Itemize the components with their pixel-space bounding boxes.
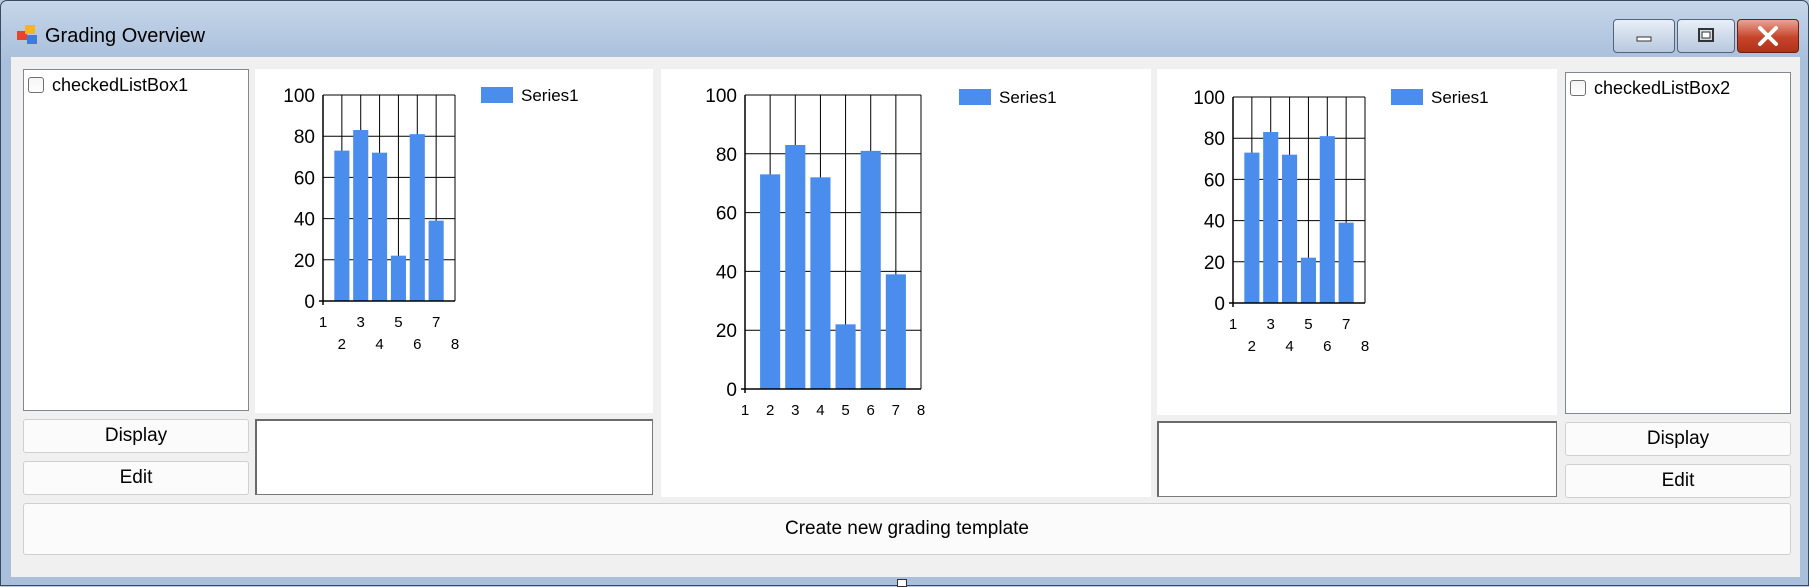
y-tick-label: 20 xyxy=(716,321,737,342)
x-tick-label: 5 xyxy=(841,402,849,419)
x-tick-label: 2 xyxy=(1248,338,1256,355)
display-button-left[interactable]: Display xyxy=(23,419,249,453)
y-tick-label: 20 xyxy=(294,251,315,272)
y-tick-label: 100 xyxy=(1193,88,1225,109)
checkbox[interactable] xyxy=(28,77,44,93)
x-tick-label: 6 xyxy=(413,336,421,353)
minimize-button[interactable] xyxy=(1613,19,1675,53)
bar xyxy=(1319,136,1335,303)
bar xyxy=(785,144,806,389)
list-item-label: checkedListBox1 xyxy=(52,74,189,95)
x-tick-label: 4 xyxy=(375,336,383,353)
y-tick-label: 0 xyxy=(1214,294,1225,315)
y-tick-label: 60 xyxy=(294,168,315,189)
bar xyxy=(760,174,781,389)
y-tick-label: 80 xyxy=(1204,129,1225,150)
bar xyxy=(1300,257,1316,303)
edit-button-right[interactable]: Edit xyxy=(1565,464,1791,498)
checkbox[interactable] xyxy=(1570,80,1586,96)
x-tick-label: 4 xyxy=(816,402,824,419)
y-tick-label: 40 xyxy=(716,262,737,283)
bar xyxy=(334,150,350,301)
textbox-left[interactable] xyxy=(255,419,653,495)
x-tick-label: 7 xyxy=(1342,316,1350,333)
y-tick-label: 80 xyxy=(294,127,315,148)
title-bar[interactable]: Grading Overview xyxy=(1,1,1808,57)
x-tick-label: 5 xyxy=(1304,316,1312,333)
x-tick-label: 5 xyxy=(394,314,402,331)
x-tick-label: 7 xyxy=(432,314,440,331)
bar xyxy=(353,130,369,301)
bar xyxy=(390,255,406,301)
x-tick-label: 6 xyxy=(1323,338,1331,355)
checked-list-box-1[interactable]: checkedListBox1 xyxy=(23,69,249,411)
client-area: checkedListBox1 Display Edit 0 20 40 60 80 10… xyxy=(11,57,1800,577)
bar xyxy=(1263,132,1279,303)
legend-swatch xyxy=(481,87,513,103)
x-tick-label: 2 xyxy=(338,336,346,353)
close-icon xyxy=(1758,26,1778,46)
legend-label: Series1 xyxy=(521,86,579,105)
restore-button[interactable] xyxy=(1677,19,1735,53)
list-item-label: checkedListBox2 xyxy=(1594,77,1731,98)
display-button-right[interactable]: Display xyxy=(1565,422,1791,456)
bar xyxy=(372,152,388,301)
bar xyxy=(1244,152,1260,303)
legend-label: Series1 xyxy=(999,88,1057,107)
edit-button-left[interactable]: Edit xyxy=(23,461,249,495)
bar xyxy=(409,134,425,301)
checked-list-box-2[interactable]: checkedListBox2 xyxy=(1565,72,1791,414)
textbox-right[interactable] xyxy=(1157,421,1557,497)
bar xyxy=(1282,154,1298,303)
list-item[interactable]: checkedListBox1 xyxy=(28,74,188,96)
y-tick-label: 100 xyxy=(705,86,737,107)
close-button[interactable] xyxy=(1737,19,1799,53)
x-tick-label: 1 xyxy=(1229,316,1237,333)
bar xyxy=(835,324,856,389)
bar xyxy=(1338,222,1354,303)
x-tick-label: 7 xyxy=(892,402,900,419)
bar xyxy=(428,220,444,301)
x-tick-label: 8 xyxy=(1361,338,1369,355)
chart-panel-2: 0 20 40 60 80 100 1 2 3 4 5 6 7 8 Series1 xyxy=(661,69,1151,497)
y-tick-label: 80 xyxy=(716,145,737,166)
x-tick-label: 3 xyxy=(791,402,799,419)
chart-panel-3: 0 20 40 60 80 100 1 2 3 4 5 6 7 8 Series1 xyxy=(1157,69,1557,415)
x-tick-label: 4 xyxy=(1285,338,1293,355)
app-window-icon[interactable] xyxy=(17,25,39,45)
bar xyxy=(860,150,881,389)
y-tick-label: 0 xyxy=(304,292,315,313)
y-tick-label: 100 xyxy=(283,86,315,107)
y-tick-label: 40 xyxy=(1204,212,1225,233)
legend-swatch xyxy=(959,89,991,105)
x-tick-label: 6 xyxy=(867,402,875,419)
bar-chart-2: 0 20 40 60 80 100 1 2 3 4 5 6 7 8 Series1 xyxy=(705,86,1057,419)
x-tick-label: 3 xyxy=(1267,316,1275,333)
x-tick-label: 1 xyxy=(741,402,749,419)
y-tick-label: 40 xyxy=(294,210,315,231)
list-item[interactable]: checkedListBox2 xyxy=(1570,77,1730,99)
y-tick-label: 20 xyxy=(1204,253,1225,274)
bar xyxy=(885,274,906,389)
chart-panel-1: 0 20 40 60 80 100 1 2 3 4 5 6 7 8 Series1 xyxy=(255,69,653,413)
minimize-icon xyxy=(1636,36,1652,42)
window-title: Grading Overview xyxy=(45,25,206,47)
x-tick-label: 3 xyxy=(357,314,365,331)
legend-swatch xyxy=(1391,89,1423,105)
x-tick-label: 1 xyxy=(319,314,327,331)
y-tick-label: 60 xyxy=(716,204,737,225)
bar xyxy=(810,177,831,389)
restore-icon xyxy=(1698,28,1714,42)
y-tick-label: 60 xyxy=(1204,170,1225,191)
y-tick-label: 0 xyxy=(726,380,737,401)
x-tick-label: 2 xyxy=(766,402,774,419)
create-template-button[interactable]: Create new grading template xyxy=(23,503,1791,555)
legend-label: Series1 xyxy=(1431,88,1489,107)
x-tick-label: 8 xyxy=(917,402,925,419)
x-tick-label: 8 xyxy=(451,336,459,353)
